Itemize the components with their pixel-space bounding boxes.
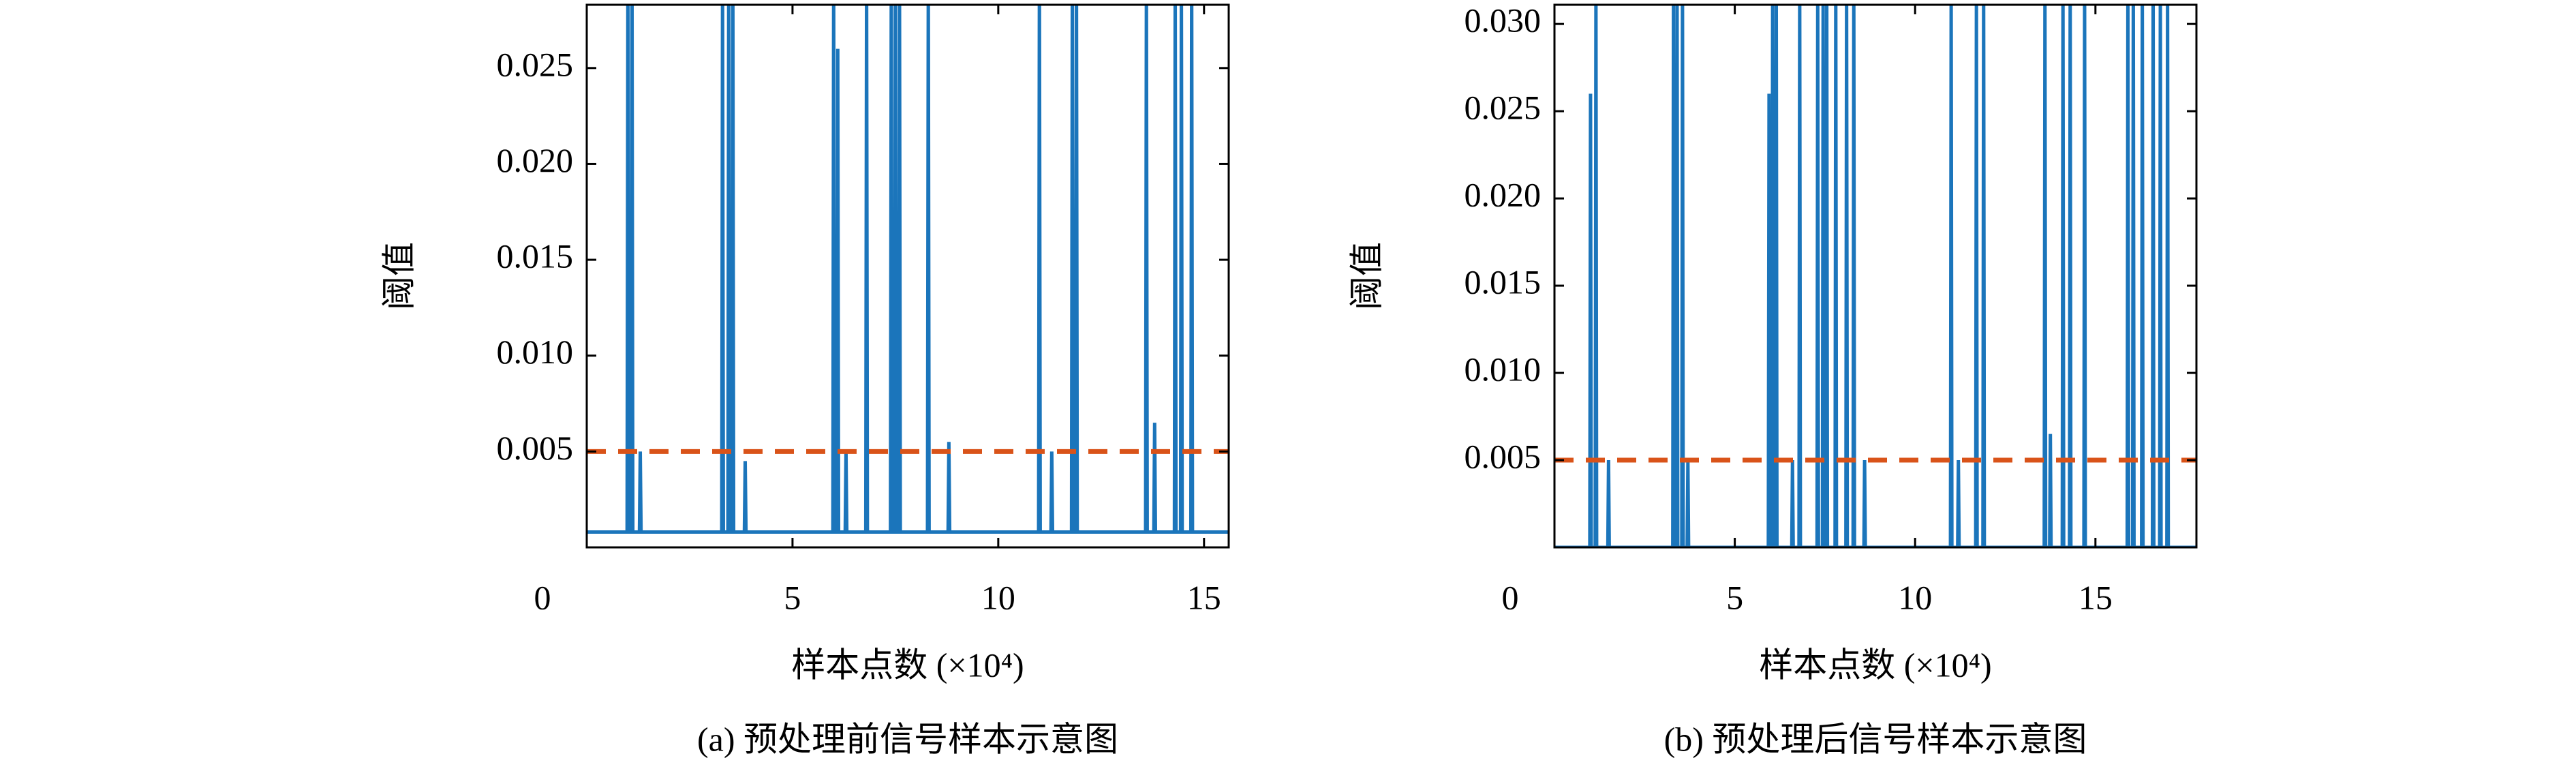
signal-line (587, 5, 1229, 534)
chart: 0.005 0.010 0.015 0.020 0.025 0.030 0 5 10 15 阈值样本… (1347, 1, 2198, 758)
y-tick-label: 0.020 (1465, 176, 1542, 214)
y-tick-label: 0.010 (1465, 350, 1542, 389)
x-axis-label: 样本点数 (×10⁴) (791, 646, 1024, 684)
x-tick-label: 10 (981, 578, 1015, 616)
plot-frame (585, 3, 1230, 549)
y-tick-label: 0.020 (497, 141, 574, 179)
x-tick-label: 10 (1898, 578, 1932, 616)
y-tick-label: 0.015 (1465, 263, 1542, 301)
y-axis-label: 阈值 (1347, 242, 1385, 310)
x-tick-label: 0 (1502, 578, 1519, 616)
y-tick-label: 0.025 (497, 45, 574, 83)
x-tick-label: 5 (784, 578, 801, 616)
y-axis-label: 阈值 (380, 242, 418, 310)
caption: (a) 预处理前信号样本示意图 (697, 720, 1118, 758)
y-tick-label: 0.015 (497, 237, 574, 275)
x-tick-label: 5 (1726, 578, 1743, 616)
y-tick-label: 0.010 (497, 333, 574, 371)
x-tick-label: 0 (534, 578, 551, 616)
x-tick-label: 15 (2079, 578, 2113, 616)
x-axis-label: 样本点数 (×10⁴) (1759, 646, 1991, 684)
y-tick-label: 0.005 (497, 429, 574, 467)
y-tick-label: 0.005 (1465, 437, 1542, 475)
y-tick-label: 0.025 (1465, 89, 1542, 127)
plot-frame (1553, 3, 2198, 549)
signal-line (1554, 5, 2196, 547)
x-tick-label: 15 (1187, 578, 1221, 616)
y-tick-label: 0.030 (1465, 1, 1542, 40)
caption: (b) 预处理后信号样本示意图 (1664, 720, 2087, 758)
